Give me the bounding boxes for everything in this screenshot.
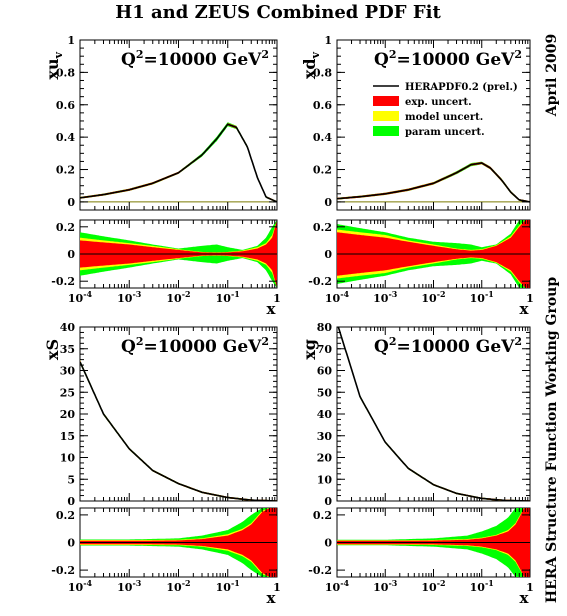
y-tick-label: 0.2 [56,164,75,177]
y-tick-label: 20 [60,408,76,421]
ratio-y-tick-label: 0.2 [313,509,332,522]
side-date-label: April 2009 [544,34,560,118]
y-tick-label: 60 [317,365,333,378]
figure-title: H1 and ZEUS Combined PDF Fit [115,2,441,23]
x-tick-label: 10-1 [470,578,494,594]
x-tick-label: 10-3 [117,578,142,594]
ratio-y-tick-label: 0.2 [313,221,332,234]
y-tick-label: 0 [324,495,332,508]
y-tick-label: 80 [317,321,333,334]
x-tick-label: 10-3 [373,578,398,594]
ratio-y-tick-label: -0.2 [308,564,332,577]
y-tick-label: 0.4 [313,131,332,144]
main-bands [337,161,530,203]
x-tick-label: 10-3 [373,289,398,305]
q2-annotation: Q2=10000 GeV2 [121,335,269,357]
main-band-exp [337,162,530,203]
x-tick-label: 10-4 [325,289,350,305]
central-curve [80,361,277,501]
y-tick-label: 25 [60,386,75,399]
q2-annotation: Q2=10000 GeV2 [374,48,522,70]
y-axis-label: xuv [43,51,65,79]
y-tick-label: 10 [60,452,76,465]
main-frame [79,39,278,211]
legend-swatch [373,96,399,106]
legend-label: param uncert. [405,127,485,138]
main-frame [336,39,531,211]
y-tick-label: 1 [324,34,332,47]
q2-annotation: Q2=10000 GeV2 [374,335,522,357]
main-frame [79,326,278,502]
ratio-y-tick-label: 0 [324,537,332,550]
central-curve [80,123,277,203]
x-axis-label: x [267,300,277,318]
y-tick-label: 0.6 [56,99,75,112]
y-tick-label: 70 [317,343,333,356]
x-tick-label: 10-1 [216,578,240,594]
side-group-label: HERA Structure Function Working Group [544,277,560,603]
x-tick-label: 10-4 [325,578,350,594]
x-tick-label: 10-1 [470,289,494,305]
y-tick-label: 30 [317,430,333,443]
legend-swatch [373,126,399,136]
y-tick-label: 35 [60,343,75,356]
y-tick-label: 40 [317,408,333,421]
q2-annotation: Q2=10000 GeV2 [121,48,269,70]
y-axis-label: xdv [300,51,322,79]
ratio-y-tick-label: 0 [324,248,332,261]
ratio-y-tick-label: -0.2 [51,275,75,288]
y-tick-label: 0 [67,495,75,508]
central-curve [337,327,530,501]
y-tick-label: 0.8 [56,66,75,79]
y-tick-label: 30 [60,365,76,378]
x-tick-label: 10-4 [68,578,93,594]
y-tick-label: 0.8 [313,66,332,79]
x-tick-label: 10-2 [166,289,190,305]
x-axis-label: x [520,589,530,607]
y-tick-label: 15 [60,430,75,443]
ratio-y-tick-label: -0.2 [308,275,332,288]
x-tick-label: 10-4 [68,289,93,305]
legend-label: exp. uncert. [405,97,472,108]
x-tick-label: 10-1 [216,289,240,305]
y-tick-label: 50 [317,386,333,399]
y-tick-label: 0.2 [313,164,332,177]
y-tick-label: 10 [317,473,333,486]
legend-swatch [373,111,399,121]
y-tick-label: 20 [317,452,333,465]
ratio-y-tick-label: -0.2 [51,564,75,577]
x-tick-label: 1 [526,292,534,305]
x-tick-label: 1 [526,581,534,594]
y-tick-label: 0.6 [313,99,332,112]
x-axis-label: x [520,300,530,318]
y-axis-label: xS [43,339,62,360]
y-tick-label: 40 [60,321,76,334]
ratio-y-tick-label: 0 [67,248,75,261]
y-tick-label: 0 [67,196,75,209]
x-tick-label: 10-3 [117,289,142,305]
ratio-y-tick-label: 0.2 [56,221,75,234]
y-axis-label: xg [300,339,319,360]
x-tick-label: 1 [273,581,281,594]
x-tick-label: 10-2 [166,578,190,594]
ratio-y-tick-label: 0 [67,537,75,550]
legend-label: HERAPDF0.2 (prel.) [405,82,518,93]
x-tick-label: 10-2 [421,578,445,594]
y-tick-label: 0 [324,196,332,209]
legend-label: model uncert. [405,112,483,123]
y-tick-label: 0.4 [56,131,75,144]
ratio-y-tick-label: 0.2 [56,509,75,522]
x-axis-label: x [267,589,277,607]
x-tick-label: 10-2 [421,289,445,305]
x-tick-label: 1 [273,292,281,305]
y-tick-label: 5 [67,473,75,486]
y-tick-label: 1 [67,34,75,47]
central-curve [337,162,530,203]
